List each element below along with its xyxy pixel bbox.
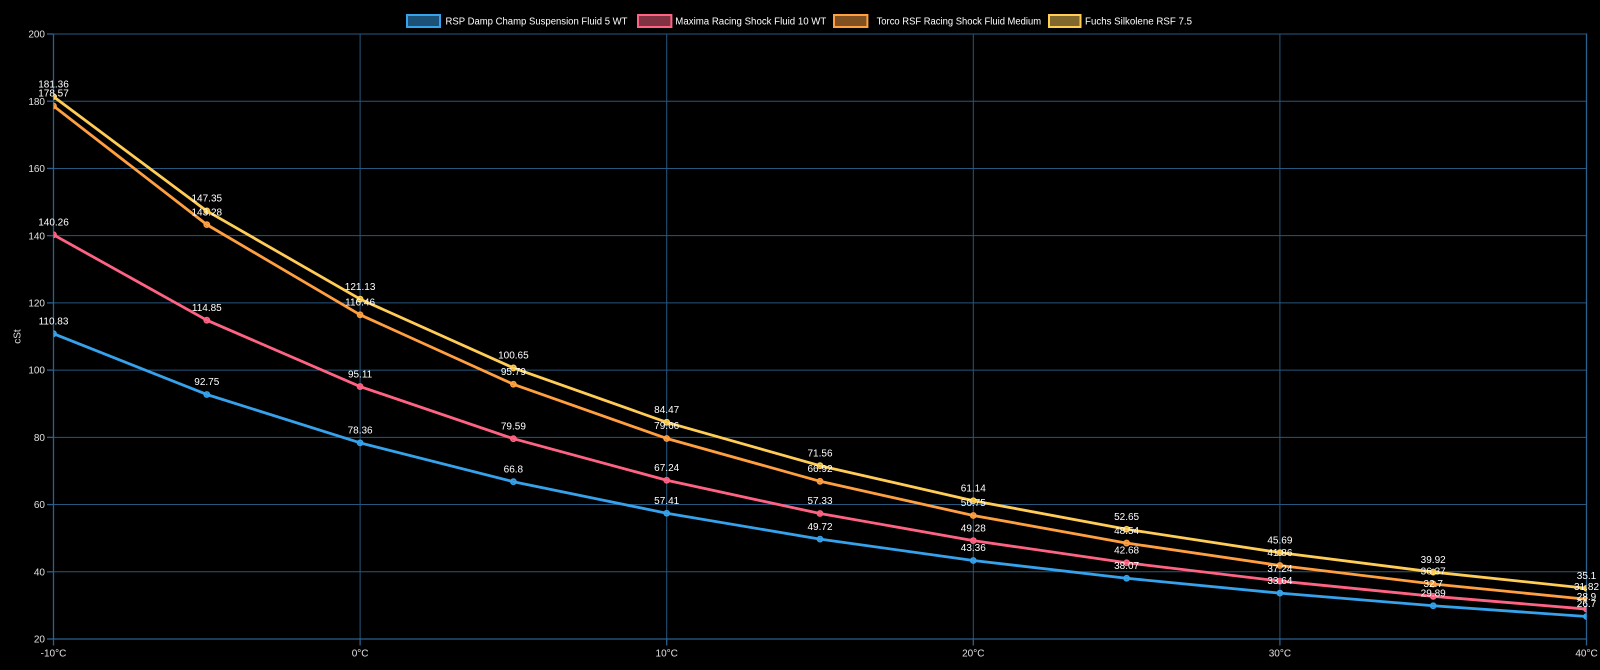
svg-text:61.14: 61.14 <box>961 483 986 494</box>
svg-text:100: 100 <box>28 366 45 377</box>
svg-text:147.35: 147.35 <box>192 194 223 205</box>
svg-text:43.36: 43.36 <box>961 543 986 554</box>
svg-text:92.75: 92.75 <box>194 377 219 388</box>
svg-text:37.24: 37.24 <box>1267 564 1292 575</box>
svg-text:60: 60 <box>34 500 46 511</box>
svg-text:143.28: 143.28 <box>192 207 223 218</box>
svg-text:38.07: 38.07 <box>1114 561 1139 572</box>
svg-text:28.9: 28.9 <box>1577 592 1597 603</box>
svg-text:71.56: 71.56 <box>807 448 832 459</box>
svg-text:66.92: 66.92 <box>807 464 832 475</box>
svg-text:40: 40 <box>34 567 46 578</box>
svg-text:67.24: 67.24 <box>654 463 679 474</box>
svg-text:95.11: 95.11 <box>348 369 373 380</box>
svg-text:Fuchs Silkolene RSF 7.5: Fuchs Silkolene RSF 7.5 <box>1085 17 1192 28</box>
svg-text:78.36: 78.36 <box>348 426 373 437</box>
svg-text:48.54: 48.54 <box>1114 526 1139 537</box>
svg-text:20: 20 <box>34 635 46 646</box>
svg-text:200: 200 <box>28 30 45 41</box>
svg-text:35.1: 35.1 <box>1577 571 1597 582</box>
svg-text:-10°C: -10°C <box>41 649 67 660</box>
svg-text:30°C: 30°C <box>1269 649 1291 660</box>
svg-text:79.66: 79.66 <box>654 421 679 432</box>
svg-text:42.68: 42.68 <box>1114 545 1139 556</box>
svg-text:32.7: 32.7 <box>1423 579 1443 590</box>
svg-text:121.13: 121.13 <box>345 282 376 293</box>
svg-text:160: 160 <box>28 164 45 175</box>
svg-text:57.41: 57.41 <box>654 496 679 507</box>
svg-text:57.33: 57.33 <box>807 496 832 507</box>
svg-text:36.37: 36.37 <box>1421 567 1446 578</box>
svg-text:79.59: 79.59 <box>501 421 526 432</box>
svg-text:49.28: 49.28 <box>961 523 986 534</box>
svg-text:29.89: 29.89 <box>1421 588 1446 599</box>
svg-text:39.92: 39.92 <box>1421 555 1446 566</box>
svg-text:180: 180 <box>28 97 45 108</box>
svg-text:40°C: 40°C <box>1575 649 1597 660</box>
svg-text:140.26: 140.26 <box>38 217 69 228</box>
svg-text:66.8: 66.8 <box>504 464 524 475</box>
svg-text:cSt: cSt <box>13 329 24 344</box>
svg-text:80: 80 <box>34 433 46 444</box>
svg-text:56.75: 56.75 <box>961 498 986 509</box>
svg-text:178.57: 178.57 <box>38 89 69 100</box>
svg-text:140: 140 <box>28 231 45 242</box>
svg-text:181.36: 181.36 <box>38 79 69 90</box>
svg-text:45.69: 45.69 <box>1267 535 1292 546</box>
svg-text:84.47: 84.47 <box>654 405 679 416</box>
svg-text:26.7: 26.7 <box>1577 599 1597 610</box>
svg-text:116.46: 116.46 <box>345 297 375 308</box>
svg-text:100.65: 100.65 <box>498 351 529 362</box>
svg-text:120: 120 <box>28 298 45 309</box>
svg-text:49.72: 49.72 <box>807 522 832 533</box>
svg-text:52.65: 52.65 <box>1114 512 1139 523</box>
svg-text:33.64: 33.64 <box>1267 576 1292 587</box>
svg-text:31.82: 31.82 <box>1574 582 1599 593</box>
svg-text:0°C: 0°C <box>352 649 369 660</box>
svg-text:Maxima Racing Shock Fluid 10 W: Maxima Racing Shock Fluid 10 WT <box>675 17 826 28</box>
svg-text:RSP Damp Champ Suspension Flui: RSP Damp Champ Suspension Fluid 5 WT <box>446 17 628 28</box>
svg-text:114.85: 114.85 <box>192 303 222 314</box>
svg-text:10°C: 10°C <box>656 649 678 660</box>
svg-text:95.79: 95.79 <box>501 367 526 378</box>
svg-text:110.83: 110.83 <box>39 316 69 327</box>
svg-text:Torco RSF Racing Shock Fluid M: Torco RSF Racing Shock Fluid Medium <box>877 17 1042 28</box>
svg-text:20°C: 20°C <box>962 649 984 660</box>
svg-text:41.86: 41.86 <box>1267 548 1292 559</box>
